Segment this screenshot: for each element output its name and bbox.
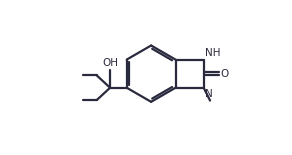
Text: OH: OH	[102, 58, 118, 68]
Text: O: O	[221, 69, 229, 79]
Text: NH: NH	[205, 48, 220, 58]
Text: N: N	[205, 89, 213, 99]
